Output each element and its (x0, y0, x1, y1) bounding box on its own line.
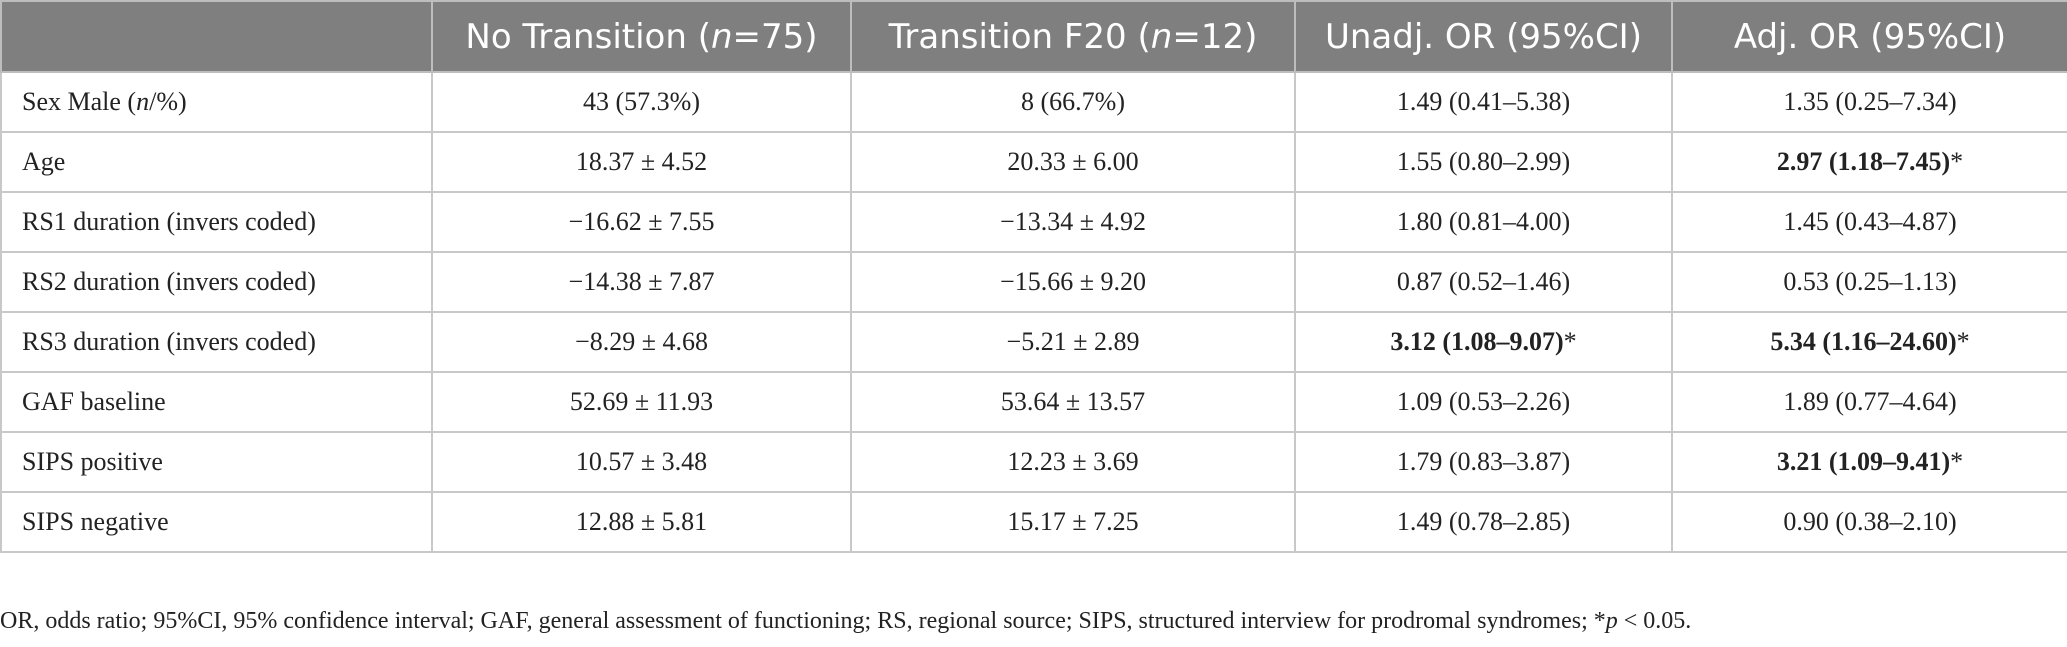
table-row: RS1 duration (invers coded) −16.62 ± 7.55… (0, 191, 2067, 253)
cell-unadjusted-or: 3.12 (1.08–9.07)* (1294, 311, 1673, 373)
row-label: SIPS positive (0, 431, 433, 493)
row-label: RS1 duration (invers coded) (0, 191, 433, 253)
row-label-text: Age (22, 147, 66, 176)
column-header-transition-f20: Transition F20 (n=12) (850, 0, 1296, 73)
column-header-text: Adj. OR (95%CI) (1733, 16, 2007, 57)
row-label: Sex Male (n/%) (0, 71, 433, 133)
cell-transition-f20: −13.34 ± 4.92 (850, 191, 1296, 253)
cell-value: 1.45 (0.43–4.87) (1783, 207, 1957, 236)
table-row: RS3 duration (invers coded) −8.29 ± 4.68−… (0, 311, 2067, 373)
cell-value: 1.49 (0.41–5.38) (1396, 87, 1571, 116)
column-header-text: Unadj. OR (95%CI) (1325, 16, 1642, 57)
cell-unadjusted-or: 1.80 (0.81–4.00) (1294, 191, 1673, 253)
row-label-text: GAF baseline (22, 387, 166, 416)
column-header-adjusted-or: Adj. OR (95%CI) (1671, 0, 2067, 73)
row-label: RS3 duration (invers coded) (0, 311, 433, 373)
results-table: No Transition (n=75) Transition F20 (n=12… (0, 0, 2067, 553)
table-row: RS2 duration (invers coded) −14.38 ± 7.87… (0, 251, 2067, 313)
cell-value: 1.55 (0.80–2.99) (1396, 147, 1571, 176)
row-label: RS2 duration (invers coded) (0, 251, 433, 313)
cell-transition-f20: −5.21 ± 2.89 (850, 311, 1296, 373)
column-header-suffix: =75) (732, 16, 818, 57)
cell-value: 1.49 (0.78–2.85) (1396, 507, 1571, 536)
significance-marker: * (1950, 447, 1964, 476)
cell-value: 0.87 (0.52–1.46) (1396, 267, 1571, 296)
table-row: Age 18.37 ± 4.52 20.33 ± 6.00 1.55 (0.80–2.… (0, 131, 2067, 193)
cell-value: 1.89 (0.77–4.64) (1783, 387, 1957, 416)
cell-adjusted-or: 0.90 (0.38–2.10) (1671, 491, 2067, 553)
cell-no-transition: −16.62 ± 7.55 (431, 191, 852, 253)
column-header-text: No Transition ( (465, 16, 711, 57)
cell-unadjusted-or: 1.09 (0.53–2.26) (1294, 371, 1673, 433)
row-label: GAF baseline (0, 371, 433, 433)
cell-transition-f20: 12.23 ± 3.69 (850, 431, 1296, 493)
cell-transition-f20: 20.33 ± 6.00 (850, 131, 1296, 193)
footnote-threshold: < 0.05. (1617, 608, 1692, 634)
cell-adjusted-or: 1.35 (0.25–7.34) (1671, 71, 2067, 133)
significant-value: 3.12 (1.08–9.07) (1390, 327, 1564, 356)
cell-adjusted-or: 1.89 (0.77–4.64) (1671, 371, 2067, 433)
cell-adjusted-or: 1.45 (0.43–4.87) (1671, 191, 2067, 253)
significant-value: 2.97 (1.18–7.45) (1776, 147, 1951, 176)
cell-unadjusted-or: 1.49 (0.41–5.38) (1294, 71, 1673, 133)
row-label: Age (0, 131, 433, 193)
significance-marker: * (1950, 147, 1964, 176)
row-label-text: SIPS positive (22, 447, 163, 476)
table-row: SIPS positive 10.57 ± 3.48 12.23 ± 3.69 1.7… (0, 431, 2067, 493)
cell-value: 0.53 (0.25–1.13) (1783, 267, 1957, 296)
cell-unadjusted-or: 1.55 (0.80–2.99) (1294, 131, 1673, 193)
significance-marker: * (1563, 327, 1577, 356)
table-header: No Transition (n=75) Transition F20 (n=12… (0, 0, 2067, 73)
cell-unadjusted-or: 0.87 (0.52–1.46) (1294, 251, 1673, 313)
table-row: Sex Male (n/%) 43 (57.3%) 8 (66.7%) 1.49 (0… (0, 71, 2067, 133)
row-label-text: RS1 duration (invers coded) (22, 207, 316, 236)
cell-no-transition: 12.88 ± 5.81 (431, 491, 852, 553)
table-body: Sex Male (n/%) 43 (57.3%) 8 (66.7%) 1.49 (0… (0, 71, 2067, 553)
table-row: SIPS negative 12.88 ± 5.81 15.17 ± 7.25 1.4… (0, 491, 2067, 553)
cell-no-transition: −8.29 ± 4.68 (431, 311, 852, 373)
cell-adjusted-or: 0.53 (0.25–1.13) (1671, 251, 2067, 313)
cell-no-transition: 43 (57.3%) (431, 71, 852, 133)
cell-value: 1.35 (0.25–7.34) (1783, 87, 1957, 116)
cell-adjusted-or: 5.34 (1.16–24.60)* (1671, 311, 2067, 373)
cell-unadjusted-or: 1.49 (0.78–2.85) (1294, 491, 1673, 553)
footnote-p-symbol: p (1605, 608, 1618, 634)
cell-transition-f20: 53.64 ± 13.57 (850, 371, 1296, 433)
significant-value: 5.34 (1.16–24.60) (1770, 327, 1957, 356)
significance-marker: * (1956, 327, 1970, 356)
cell-no-transition: 18.37 ± 4.52 (431, 131, 852, 193)
row-label-italic: n (136, 87, 150, 116)
table-footnote: OR, odds ratio; 95%CI, 95% confidence in… (0, 608, 1691, 635)
row-label: SIPS negative (0, 491, 433, 553)
cell-value: 1.80 (0.81–4.00) (1396, 207, 1571, 236)
column-header-no-transition: No Transition (n=75) (431, 0, 852, 73)
cell-adjusted-or: 2.97 (1.18–7.45)* (1671, 131, 2067, 193)
row-label-suffix: /%) (149, 87, 187, 116)
row-label-text: SIPS negative (22, 507, 169, 536)
significant-value: 3.21 (1.09–9.41) (1776, 447, 1951, 476)
column-header-text: Transition F20 ( (888, 16, 1151, 57)
cell-no-transition: −14.38 ± 7.87 (431, 251, 852, 313)
footnote-text: OR, odds ratio; 95%CI, 95% confidence in… (0, 608, 1606, 634)
cell-transition-f20: 8 (66.7%) (850, 71, 1296, 133)
cell-value: 1.79 (0.83–3.87) (1396, 447, 1571, 476)
table-row: GAF baseline 52.69 ± 11.93 53.64 ± 13.57 1.… (0, 371, 2067, 433)
column-header-unadjusted-or: Unadj. OR (95%CI) (1294, 0, 1673, 73)
cell-no-transition: 10.57 ± 3.48 (431, 431, 852, 493)
cell-unadjusted-or: 1.79 (0.83–3.87) (1294, 431, 1673, 493)
cell-value: 0.90 (0.38–2.10) (1783, 507, 1957, 536)
cell-value: 1.09 (0.53–2.26) (1396, 387, 1571, 416)
column-header-suffix: =12) (1172, 16, 1258, 57)
header-row: No Transition (n=75) Transition F20 (n=12… (0, 0, 2067, 73)
row-label-text: RS2 duration (invers coded) (22, 267, 316, 296)
row-label-text: RS3 duration (invers coded) (22, 327, 316, 356)
cell-transition-f20: 15.17 ± 7.25 (850, 491, 1296, 553)
cell-transition-f20: −15.66 ± 9.20 (850, 251, 1296, 313)
row-label-text: Sex Male ( (22, 87, 137, 116)
column-header-italic: n (1150, 16, 1173, 57)
column-header-italic: n (710, 16, 733, 57)
column-header-variable (0, 0, 433, 73)
cell-no-transition: 52.69 ± 11.93 (431, 371, 852, 433)
cell-adjusted-or: 3.21 (1.09–9.41)* (1671, 431, 2067, 493)
